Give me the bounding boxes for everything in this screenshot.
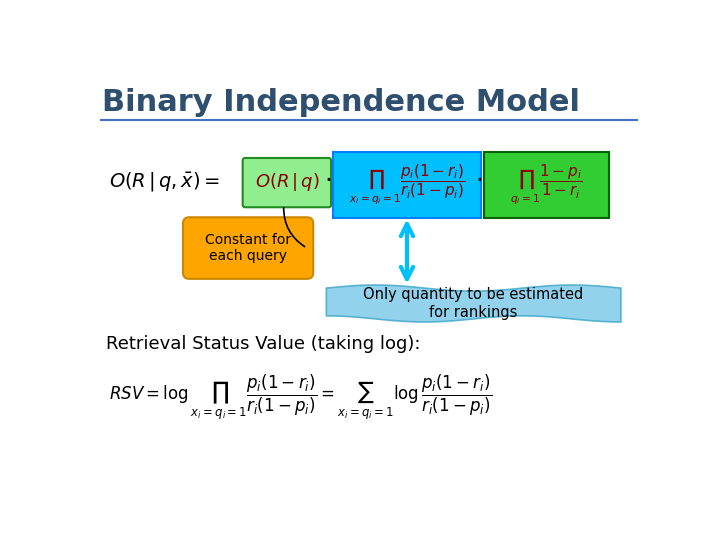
- FancyBboxPatch shape: [333, 152, 482, 218]
- FancyBboxPatch shape: [243, 158, 331, 207]
- Text: $O(R\,|\,q,\bar{x}) =$: $O(R\,|\,q,\bar{x}) =$: [109, 170, 220, 193]
- FancyArrowPatch shape: [284, 208, 305, 247]
- Text: $O(R\,|\,q)$: $O(R\,|\,q)$: [255, 171, 319, 193]
- Text: $\cdot$: $\cdot$: [475, 167, 482, 191]
- Text: $\prod_{x_i=q_i=1}\dfrac{p_i(1-r_i)}{r_i(1-p_i)}$: $\prod_{x_i=q_i=1}\dfrac{p_i(1-r_i)}{r_i…: [349, 162, 465, 206]
- Text: Only quantity to be estimated
for rankings: Only quantity to be estimated for rankin…: [363, 287, 583, 320]
- Text: $RSV = \log\prod_{x_i=q_i=1}\dfrac{p_i(1-r_i)}{r_i(1-p_i)} = \sum_{x_i=q_i=1}\lo: $RSV = \log\prod_{x_i=q_i=1}\dfrac{p_i(1…: [109, 373, 492, 422]
- Text: $\prod_{q_i=1}\dfrac{1-p_i}{1-r_i}$: $\prod_{q_i=1}\dfrac{1-p_i}{1-r_i}$: [510, 162, 582, 206]
- Text: Constant for
each query: Constant for each query: [205, 233, 291, 263]
- FancyBboxPatch shape: [484, 152, 609, 218]
- Text: $\cdot$: $\cdot$: [324, 167, 331, 191]
- Text: Binary Independence Model: Binary Independence Model: [102, 88, 580, 117]
- FancyBboxPatch shape: [183, 217, 313, 279]
- Text: Retrieval Status Value (taking log):: Retrieval Status Value (taking log):: [106, 335, 420, 353]
- Polygon shape: [326, 285, 621, 322]
